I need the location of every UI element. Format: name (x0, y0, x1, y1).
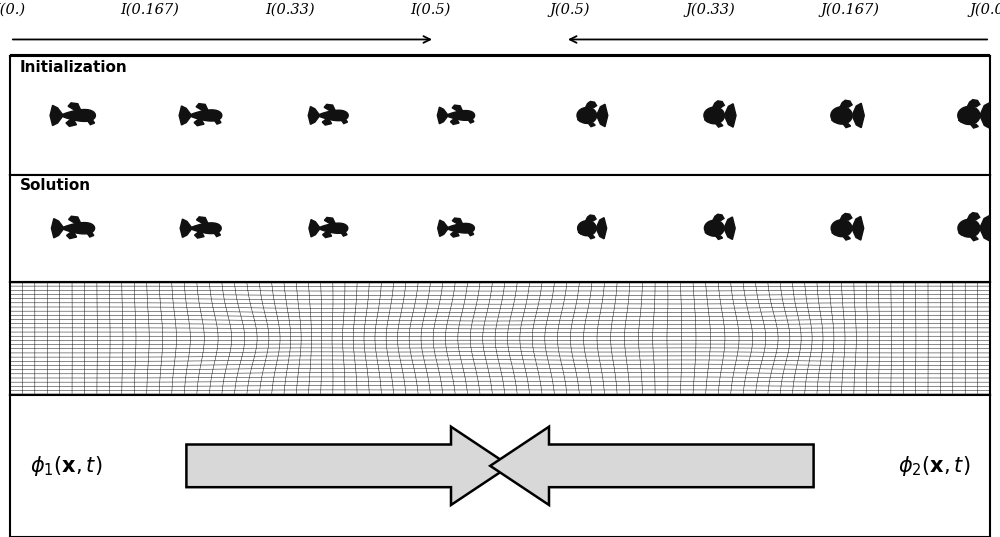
Polygon shape (843, 124, 851, 128)
Text: Initialization: Initialization (20, 60, 128, 75)
Polygon shape (843, 236, 850, 240)
Polygon shape (853, 103, 864, 128)
Polygon shape (340, 118, 347, 124)
Polygon shape (970, 237, 978, 241)
Polygon shape (324, 217, 335, 223)
Polygon shape (324, 104, 335, 111)
Text: I(0.33): I(0.33) (265, 3, 315, 17)
Polygon shape (190, 110, 222, 121)
Polygon shape (578, 117, 584, 122)
Polygon shape (196, 217, 208, 223)
Polygon shape (585, 101, 597, 108)
Polygon shape (308, 106, 319, 125)
Polygon shape (309, 220, 320, 237)
Polygon shape (597, 217, 607, 239)
Text: I(0.167): I(0.167) (121, 3, 179, 17)
Polygon shape (68, 103, 81, 110)
Text: I(0.5): I(0.5) (410, 3, 450, 17)
Polygon shape (195, 232, 204, 238)
Polygon shape (191, 223, 221, 234)
Polygon shape (967, 213, 980, 220)
Text: J(0.0): J(0.0) (970, 3, 1000, 17)
Polygon shape (319, 223, 348, 233)
Polygon shape (467, 118, 474, 123)
Polygon shape (725, 104, 736, 127)
Polygon shape (467, 230, 474, 236)
Polygon shape (452, 218, 462, 224)
Polygon shape (451, 231, 459, 237)
Polygon shape (50, 105, 63, 126)
Polygon shape (578, 221, 596, 236)
Polygon shape (981, 216, 992, 241)
Polygon shape (588, 123, 595, 127)
Polygon shape (62, 110, 95, 121)
Polygon shape (194, 119, 204, 126)
Polygon shape (704, 220, 724, 236)
Polygon shape (705, 117, 711, 122)
Polygon shape (340, 230, 347, 236)
Polygon shape (967, 100, 980, 107)
Polygon shape (450, 119, 459, 125)
Polygon shape (840, 213, 852, 220)
Polygon shape (86, 118, 95, 125)
Polygon shape (63, 222, 95, 234)
Polygon shape (832, 230, 839, 235)
Polygon shape (832, 117, 838, 122)
Polygon shape (597, 104, 608, 127)
Polygon shape (705, 230, 711, 235)
Polygon shape (959, 117, 966, 122)
Polygon shape (958, 219, 980, 237)
Polygon shape (704, 107, 724, 124)
Polygon shape (713, 101, 724, 107)
Polygon shape (578, 229, 584, 234)
Polygon shape (577, 107, 597, 124)
Polygon shape (586, 215, 596, 221)
Polygon shape (179, 106, 191, 125)
Text: $\phi_2(\mathbf{x},t)$: $\phi_2(\mathbf{x},t)$ (898, 454, 970, 478)
Polygon shape (447, 111, 475, 120)
Polygon shape (437, 107, 448, 124)
Polygon shape (588, 236, 595, 239)
Polygon shape (66, 120, 77, 126)
Polygon shape (981, 103, 993, 128)
Polygon shape (452, 105, 463, 111)
Text: Solution: Solution (20, 178, 91, 193)
Text: J(0.167): J(0.167) (820, 3, 880, 17)
Polygon shape (447, 223, 474, 233)
Polygon shape (323, 232, 332, 237)
Polygon shape (67, 232, 77, 238)
Polygon shape (438, 220, 448, 236)
Text: J(0.33): J(0.33) (685, 3, 735, 17)
Polygon shape (831, 220, 852, 237)
Text: I(0.): I(0.) (0, 3, 26, 17)
Polygon shape (322, 119, 332, 125)
Polygon shape (196, 104, 208, 110)
Polygon shape (69, 216, 81, 223)
Polygon shape (716, 124, 723, 127)
Polygon shape (716, 236, 723, 240)
Polygon shape (51, 219, 63, 238)
Polygon shape (213, 118, 221, 124)
Polygon shape (853, 216, 864, 240)
Polygon shape (840, 100, 852, 107)
Text: J(0.5): J(0.5) (550, 3, 590, 17)
Polygon shape (213, 230, 220, 237)
Polygon shape (86, 230, 94, 237)
Text: $\phi_1(\mathbf{x},t)$: $\phi_1(\mathbf{x},t)$ (30, 454, 102, 478)
Polygon shape (186, 427, 510, 505)
Polygon shape (831, 107, 852, 124)
Polygon shape (959, 230, 966, 235)
Polygon shape (725, 217, 735, 240)
Polygon shape (970, 124, 978, 128)
Polygon shape (713, 214, 724, 221)
Polygon shape (958, 106, 980, 125)
Polygon shape (319, 110, 348, 121)
Polygon shape (180, 219, 192, 237)
Polygon shape (490, 427, 814, 505)
